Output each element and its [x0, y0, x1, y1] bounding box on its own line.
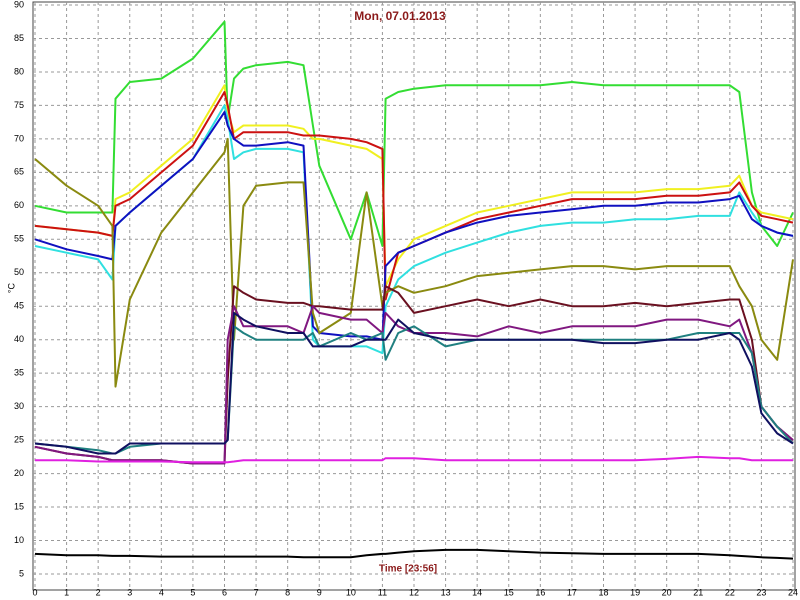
x-tick-label: 6 [222, 587, 227, 597]
x-tick-label: 14 [472, 587, 482, 597]
x-tick-label: 3 [127, 587, 132, 597]
y-tick-label: 30 [14, 401, 24, 411]
y-tick-label: 65 [14, 167, 24, 177]
x-tick-label: 19 [630, 587, 640, 597]
x-tick-label: 4 [159, 587, 164, 597]
x-tick-label: 2 [96, 587, 101, 597]
x-tick-label: 9 [317, 587, 322, 597]
x-tick-label: 13 [441, 587, 451, 597]
y-tick-label: 55 [14, 234, 24, 244]
x-tick-label: 10 [346, 587, 356, 597]
y-tick-label: 15 [14, 501, 24, 511]
lines [34, 20, 794, 560]
series-line [34, 91, 794, 301]
y-tick-label: 60 [14, 200, 24, 210]
x-tick-label: 23 [756, 587, 766, 597]
y-axis-label: °C [6, 282, 16, 293]
y-tick-label: 45 [14, 301, 24, 311]
x-tick-label: 15 [504, 587, 514, 597]
x-tick-label: 18 [598, 587, 608, 597]
series-line [35, 455, 793, 464]
y-tick-label: 40 [14, 334, 24, 344]
y-tick-label: 70 [14, 133, 24, 143]
chart-title: Mon, 07.01.2013 [354, 9, 446, 23]
x-tick-label: 21 [693, 587, 703, 597]
x-tick-label: 24 [788, 587, 798, 597]
series-line [34, 548, 794, 560]
x-tick-label: 16 [535, 587, 545, 597]
x-tick-label: 11 [378, 587, 387, 597]
y-tick-label: 80 [14, 66, 24, 76]
y-tick-label: 5 [19, 568, 24, 578]
x-tick-label: 20 [662, 587, 672, 597]
x-tick-label: 12 [409, 587, 419, 597]
x-tick-label: 5 [190, 587, 195, 597]
x-axis-label: Time [23:56] [379, 564, 437, 575]
series-line [34, 84, 794, 288]
x-tick-label: 1 [64, 587, 69, 597]
y-tick-label: 50 [14, 267, 24, 277]
x-tick-label: 7 [254, 587, 259, 597]
y-tick-label: 35 [14, 368, 24, 378]
y-tick-label: 90 [14, 0, 24, 9]
y-tick-label: 20 [14, 468, 24, 478]
y-tick-label: 10 [14, 535, 24, 545]
series-line [34, 311, 794, 455]
x-tick-label: 22 [725, 587, 735, 597]
y-tick-label: 85 [14, 33, 24, 43]
x-tick-label: 0 [32, 587, 37, 597]
x-tick-label: 17 [567, 587, 577, 597]
series-line [34, 20, 794, 247]
x-tick-label: 8 [285, 587, 290, 597]
y-tick-label: 25 [14, 434, 24, 444]
series-line [34, 111, 794, 341]
series-line [34, 137, 794, 388]
y-tick-label: 75 [14, 100, 24, 110]
